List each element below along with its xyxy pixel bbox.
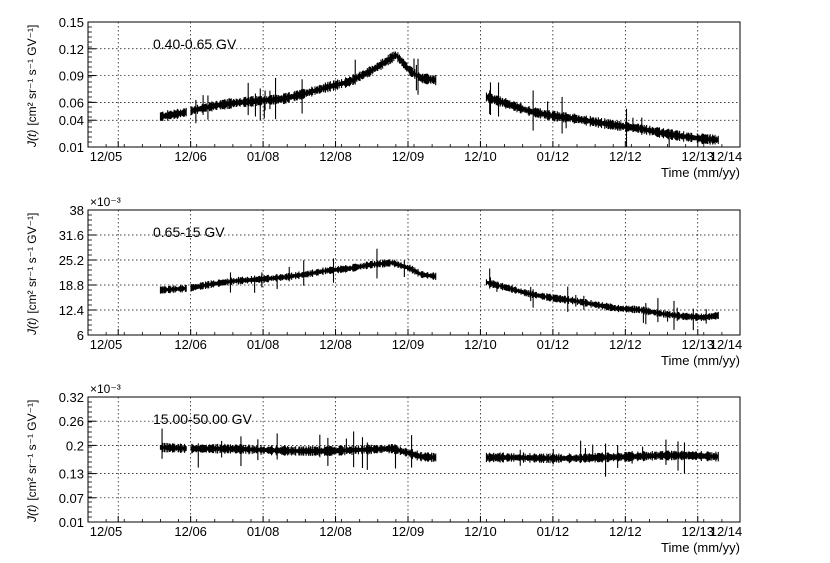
y-tick-label: 0.06 — [59, 95, 84, 110]
x-tick-label: 12/08 — [319, 337, 352, 352]
x-tick-label: 12/09 — [392, 524, 425, 539]
y-axis-label: J(t) [cm² sr⁻¹ s⁻¹ GV⁻¹] — [25, 25, 39, 148]
x-tick-label: 12/05 — [90, 149, 123, 164]
x-tick-label: 12/12 — [609, 524, 642, 539]
y-tick-label: 0.01 — [59, 515, 84, 530]
x-tick-label: 01/08 — [247, 524, 280, 539]
chart-panel-3: 12/05 12/06 01/08 12/08 12/09 12/10 01/12 12/12… — [25, 382, 742, 555]
y-tick-label: 0.32 — [59, 390, 84, 405]
x-axis-label: Time (mm/yy) — [661, 353, 740, 368]
x-tick-label: 12/10 — [464, 337, 497, 352]
x-tick-label: 01/08 — [247, 149, 280, 164]
x-axis-label: Time (mm/yy) — [661, 540, 740, 555]
y-axis-label-units: [cm² sr⁻¹ s⁻¹ GV⁻¹] — [25, 400, 39, 501]
y-tick-label: 0.2 — [66, 438, 84, 453]
y-axis-label-main: J(t) — [25, 505, 39, 523]
x-tick-label: 12/09 — [392, 149, 425, 164]
y-axis-label: J(t) [cm² sr⁻¹ s⁻¹ GV⁻¹] — [25, 400, 39, 523]
x-tick-label: 12/10 — [464, 524, 497, 539]
y-tick-label: 31.6 — [59, 228, 84, 243]
y-tick-label: 6 — [77, 328, 84, 343]
y-tick-label: 0.04 — [59, 113, 84, 128]
x-tick-label: 12/13 — [681, 524, 714, 539]
x-tick-label: 12/05 — [90, 524, 123, 539]
y-axis-label-group: J(t) [cm² sr⁻¹ s⁻¹ GV⁻¹] — [25, 25, 39, 148]
x-axis-label: Time (mm/yy) — [661, 165, 740, 180]
x-tick-label: 12/08 — [319, 149, 352, 164]
x-tick-label: 12/08 — [319, 524, 352, 539]
series-label: 15.00-50.00 GV — [153, 411, 253, 427]
y-axis-label-group: J(t) [cm² sr⁻¹ s⁻¹ GV⁻¹] — [25, 213, 39, 336]
series-label: 0.40-0.65 GV — [153, 36, 237, 52]
data-points — [159, 428, 719, 477]
y-tick-label: 0.13 — [59, 467, 84, 482]
y-axis-label-units: [cm² sr⁻¹ s⁻¹ GV⁻¹] — [25, 213, 39, 314]
y-axis-label-units: [cm² sr⁻¹ s⁻¹ GV⁻¹] — [25, 25, 39, 126]
chart-panel-1: 12/05 12/06 01/08 12/08 12/09 12/10 01/12 12/12… — [25, 15, 742, 180]
y-axis-label-main: J(t) — [25, 130, 39, 148]
x-tick-label: 12/06 — [174, 149, 207, 164]
y-tick-label: 0.12 — [59, 42, 84, 57]
x-tick-label: 01/12 — [537, 149, 570, 164]
x-tick-label: 12/06 — [174, 337, 207, 352]
y-axis-label-main: J(t) — [25, 318, 39, 336]
x-tick-label: 12/12 — [609, 337, 642, 352]
x-tick-label: 12/09 — [392, 337, 425, 352]
x-tick-label: 12/14 — [710, 524, 743, 539]
x-tick-label: 12/14 — [710, 337, 743, 352]
y-tick-label: 12.4 — [59, 303, 84, 318]
x-tick-label: 12/06 — [174, 524, 207, 539]
y-axis-label: J(t) [cm² sr⁻¹ s⁻¹ GV⁻¹] — [25, 213, 39, 336]
y-tick-label: 18.8 — [59, 278, 84, 293]
x-tick-label: 01/08 — [247, 337, 280, 352]
x-tick-label: 12/05 — [90, 337, 123, 352]
data-points — [159, 248, 719, 331]
x-tick-label: 01/12 — [537, 337, 570, 352]
series-label: 0.65-15 GV — [153, 224, 225, 240]
y-multiplier: ×10⁻³ — [90, 195, 121, 209]
x-tick-label: 12/12 — [609, 149, 642, 164]
x-tick-label: 12/13 — [681, 149, 714, 164]
y-tick-label: 0.09 — [59, 69, 84, 84]
y-axis-label-group: J(t) [cm² sr⁻¹ s⁻¹ GV⁻¹] — [25, 400, 39, 523]
chart-panel-2: 12/05 12/06 01/08 12/08 12/09 12/10 01/12 12/12… — [25, 195, 742, 368]
y-tick-label: 0.15 — [59, 15, 84, 30]
y-tick-label: 38 — [70, 203, 84, 218]
y-multiplier: ×10⁻³ — [90, 382, 121, 396]
y-tick-label: 0.01 — [59, 140, 84, 155]
data-points — [159, 51, 719, 147]
x-tick-label: 12/13 — [681, 337, 714, 352]
x-tick-label: 12/10 — [464, 149, 497, 164]
x-tick-label: 01/12 — [537, 524, 570, 539]
x-tick-label: 12/14 — [710, 149, 743, 164]
y-tick-label: 0.07 — [59, 491, 84, 506]
y-tick-label: 0.26 — [59, 414, 84, 429]
y-tick-label: 25.2 — [59, 253, 84, 268]
